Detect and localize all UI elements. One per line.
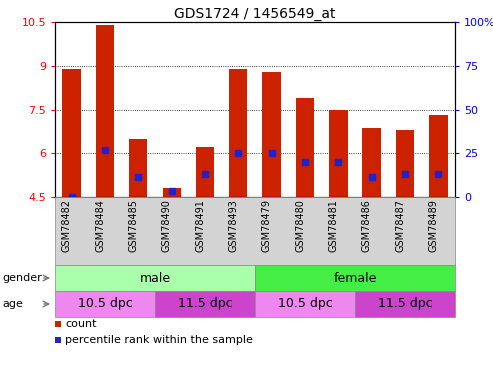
Bar (55, 197, 455, 265)
Bar (55, 337, 61, 343)
Bar (296, 98, 314, 197)
Text: GSM78479: GSM78479 (262, 199, 272, 252)
Text: GSM78491: GSM78491 (195, 199, 205, 252)
Text: age: age (2, 299, 23, 309)
Text: count: count (65, 319, 97, 329)
Bar (255, 291, 355, 317)
Text: GSM78485: GSM78485 (128, 199, 139, 252)
Text: gender: gender (2, 273, 42, 283)
Bar (163, 188, 181, 197)
Text: percentile rank within the sample: percentile rank within the sample (65, 335, 253, 345)
Text: 11.5 dpc: 11.5 dpc (177, 297, 232, 310)
Bar (129, 139, 147, 197)
Text: GSM78480: GSM78480 (295, 199, 305, 252)
Bar (255, 265, 455, 291)
Text: GSM78490: GSM78490 (162, 199, 172, 252)
Text: 10.5 dpc: 10.5 dpc (77, 297, 133, 310)
Text: 10.5 dpc: 10.5 dpc (278, 297, 332, 310)
Bar (362, 129, 381, 197)
Bar (229, 69, 247, 197)
Text: GSM78486: GSM78486 (362, 199, 372, 252)
Bar (196, 147, 214, 197)
Bar (329, 110, 348, 197)
Title: GDS1724 / 1456549_at: GDS1724 / 1456549_at (174, 7, 336, 21)
Text: male: male (140, 272, 171, 285)
Bar (155, 291, 255, 317)
Text: GSM78482: GSM78482 (62, 199, 71, 252)
Text: female: female (333, 272, 377, 285)
Text: GSM78489: GSM78489 (428, 199, 438, 252)
Bar (396, 130, 414, 197)
Bar (55, 291, 155, 317)
Text: GSM78493: GSM78493 (228, 199, 238, 252)
Bar (429, 116, 448, 197)
Bar (355, 291, 455, 317)
Text: 11.5 dpc: 11.5 dpc (378, 297, 432, 310)
Bar (55, 265, 255, 291)
Bar (55, 321, 61, 327)
Bar (262, 72, 281, 197)
Bar (96, 25, 114, 197)
Bar (63, 69, 81, 197)
Text: GSM78487: GSM78487 (395, 199, 405, 252)
Text: GSM78481: GSM78481 (328, 199, 338, 252)
Text: GSM78484: GSM78484 (95, 199, 105, 252)
